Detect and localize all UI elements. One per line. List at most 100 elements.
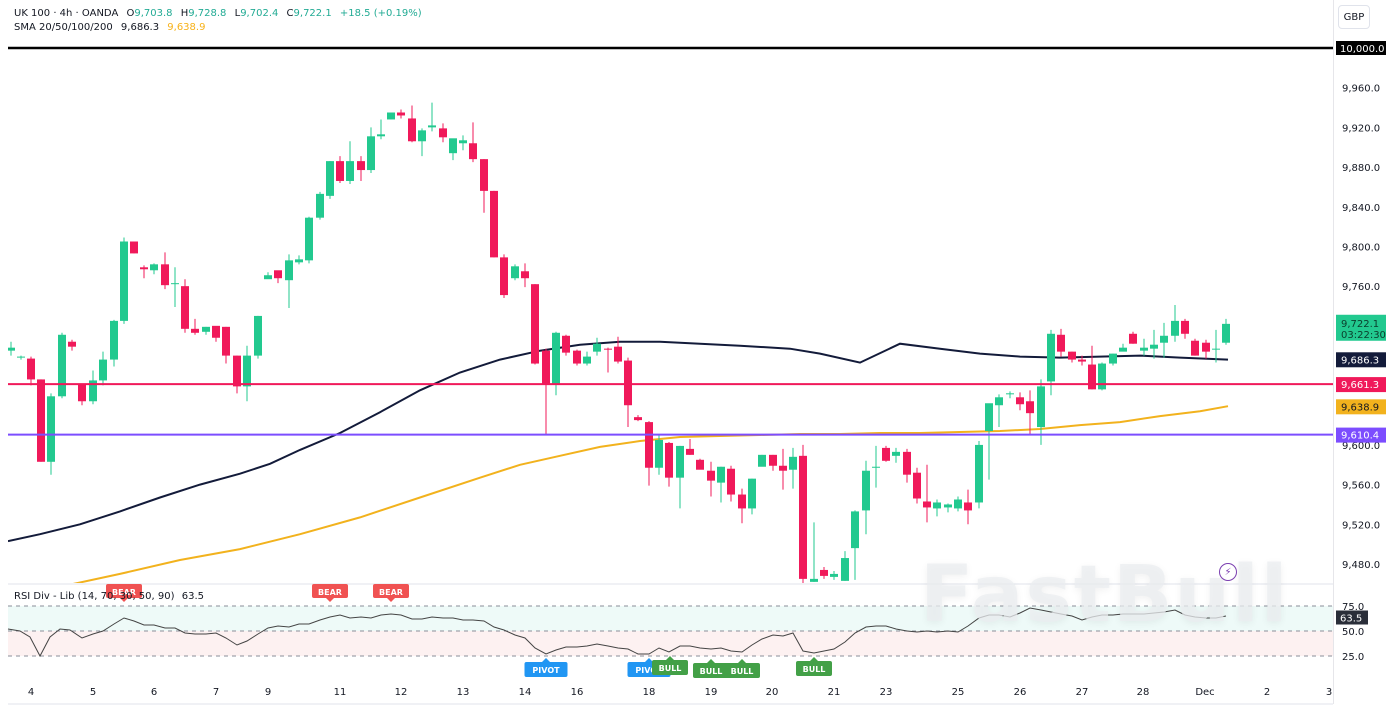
- x-axis-tick: 6: [151, 687, 157, 698]
- rsi-label[interactable]: RSI Div - Lib (14, 70, 30, 50, 90): [14, 591, 175, 602]
- candle: [490, 190, 498, 258]
- candle: [903, 448, 911, 483]
- pivot-signal-tag[interactable]: PIVOT: [524, 658, 568, 677]
- candle: [707, 461, 715, 497]
- candle: [820, 566, 828, 579]
- x-axis-tick: 21: [828, 687, 841, 698]
- x-axis-tick: 11: [334, 687, 347, 698]
- candle: [758, 454, 766, 467]
- candle: [1150, 329, 1158, 359]
- svg-text:BULL: BULL: [659, 664, 682, 673]
- y-axis-tick: 9,920.0: [1342, 123, 1380, 134]
- bear-signal-tag[interactable]: BEAR: [373, 584, 409, 602]
- svg-text:9,686.3: 9,686.3: [1341, 355, 1379, 366]
- candle: [1057, 328, 1065, 357]
- x-axis-tick: 3: [1326, 687, 1332, 698]
- x-axis-tick: 12: [395, 687, 408, 698]
- x-axis-tick: 19: [705, 687, 718, 698]
- y-axis-tick: 9,600.0: [1342, 441, 1380, 452]
- svg-text:BULL: BULL: [731, 667, 754, 676]
- candle: [150, 263, 158, 275]
- x-axis-tick: 25: [952, 687, 965, 698]
- sma-line: [8, 340, 1229, 543]
- low-value: L9,702.4: [234, 8, 279, 19]
- sma-label[interactable]: SMA 20/50/100/200: [14, 22, 113, 33]
- currency-button[interactable]: GBP: [1338, 5, 1370, 29]
- sma-row: SMA 20/50/100/200 9,686.3 9,638.9: [14, 21, 427, 35]
- y-axis-tick: 9,480.0: [1342, 560, 1380, 571]
- candle: [933, 499, 941, 517]
- close-value: C9,722.1: [286, 8, 332, 19]
- x-axis-tick: 20: [766, 687, 779, 698]
- svg-text:03:22:30: 03:22:30: [1341, 330, 1386, 341]
- candle: [1181, 318, 1189, 339]
- svg-text:9,610.4: 9,610.4: [1341, 431, 1379, 442]
- candle: [110, 319, 118, 367]
- candle: [624, 357, 632, 428]
- candle: [191, 318, 199, 335]
- y-axis-tick: 9,840.0: [1342, 203, 1380, 214]
- candle: [964, 489, 972, 525]
- rsi-legend: RSI Div - Lib (14, 70, 30, 50, 90) 63.5: [14, 591, 204, 602]
- candle: [377, 119, 385, 140]
- candle: [1129, 331, 1137, 344]
- candle: [562, 334, 570, 356]
- chart-frame: [8, 0, 1334, 704]
- candle: [604, 347, 612, 373]
- candle: [954, 496, 962, 512]
- bull-signal-tag[interactable]: BULL: [724, 659, 760, 678]
- bear-signal-tag[interactable]: BEAR: [312, 584, 348, 602]
- candle: [862, 460, 870, 535]
- x-axis-tick: 7: [213, 687, 219, 698]
- candle: [305, 216, 313, 264]
- candle: [542, 348, 550, 435]
- y-axis-tick: 9,800.0: [1342, 242, 1380, 253]
- price-pane[interactable]: [7, 102, 1230, 587]
- svg-text:BULL: BULL: [700, 667, 723, 676]
- candle: [161, 252, 169, 290]
- candle: [1016, 392, 1024, 411]
- rsi-line: [7, 607, 1227, 658]
- svg-text:BEAR: BEAR: [379, 588, 403, 597]
- candle: [295, 255, 303, 265]
- candle: [923, 464, 931, 523]
- candle: [655, 434, 663, 475]
- candle: [1202, 339, 1210, 359]
- candle: [1160, 322, 1168, 358]
- svg-text:BULL: BULL: [803, 665, 826, 674]
- bull-signal-tag[interactable]: BULL: [652, 656, 688, 675]
- candle: [480, 159, 488, 213]
- candle: [202, 326, 210, 335]
- candle: [583, 351, 591, 366]
- candle: [810, 522, 818, 582]
- y-axis-tick: 9,520.0: [1342, 520, 1380, 531]
- y-axis-tick: 9,560.0: [1342, 481, 1380, 492]
- svg-text:9,722.1: 9,722.1: [1341, 319, 1379, 330]
- rsi-axis-tick: 75.0: [1342, 602, 1364, 613]
- rsi-value: 63.5: [181, 591, 204, 602]
- candle: [1026, 390, 1034, 435]
- candle: [17, 355, 25, 360]
- bull-signal-tag[interactable]: BULL: [693, 659, 729, 678]
- candle: [37, 379, 45, 462]
- candle: [676, 445, 684, 509]
- lightning-icon[interactable]: ⚡: [1219, 563, 1237, 581]
- sma-line: [72, 405, 1229, 583]
- candle: [130, 241, 138, 254]
- symbol-label[interactable]: UK 100 · 4h · OANDA: [14, 8, 119, 19]
- candle: [336, 156, 344, 183]
- candle: [841, 551, 849, 581]
- x-axis-tick: 26: [1014, 687, 1027, 698]
- candle: [1212, 329, 1220, 363]
- bull-signal-tag[interactable]: BULL: [796, 657, 832, 676]
- candle: [243, 345, 251, 402]
- candle: [428, 102, 436, 132]
- sma-value-1: 9,686.3: [120, 22, 160, 33]
- x-axis-tick: 14: [519, 687, 532, 698]
- x-axis-tick: 5: [90, 687, 96, 698]
- x-axis-tick: 2: [1264, 687, 1270, 698]
- y-axis-tick: 9,880.0: [1342, 163, 1380, 174]
- candle: [99, 351, 107, 386]
- bear-signal-tag[interactable]: BEAR: [106, 584, 142, 602]
